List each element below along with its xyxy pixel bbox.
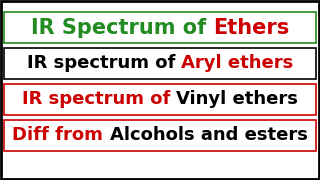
Text: Ethers: Ethers <box>213 17 289 37</box>
Text: Vinyl ethers: Vinyl ethers <box>176 91 298 109</box>
Text: IR Spectrum of: IR Spectrum of <box>31 17 213 37</box>
Bar <box>4 84 316 115</box>
Text: IR spectrum of: IR spectrum of <box>22 91 176 109</box>
Text: IR spectrum of: IR spectrum of <box>27 55 181 73</box>
Bar <box>4 48 316 79</box>
Bar <box>4 12 316 43</box>
Text: Diff from: Diff from <box>12 127 110 145</box>
Text: Aryl ethers: Aryl ethers <box>181 55 293 73</box>
Text: Alcohols and esters: Alcohols and esters <box>110 127 308 145</box>
Bar <box>4 120 316 151</box>
